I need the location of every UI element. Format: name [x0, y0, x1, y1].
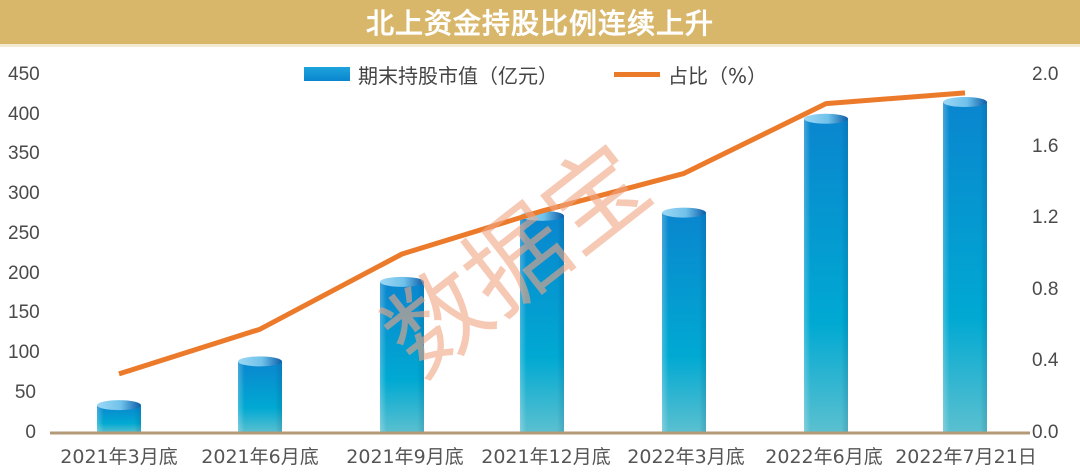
- bar-shade: [380, 281, 424, 433]
- x-tick: 2022年7月21日: [895, 446, 1037, 468]
- legend: 期末持股市值（亿元） 占比（%）: [304, 60, 767, 88]
- bar-shade: [943, 102, 987, 433]
- left-tick: 450: [8, 64, 40, 85]
- left-tick: 200: [8, 263, 40, 284]
- left-tick: 150: [8, 302, 40, 323]
- bar-cap: [97, 400, 141, 411]
- right-tick: 0.8: [1032, 279, 1059, 300]
- left-tick: 100: [8, 342, 40, 363]
- bar-cap: [804, 113, 848, 124]
- bar-cap: [380, 276, 424, 287]
- left-tick: 250: [8, 223, 40, 244]
- right-tick: 2.0: [1032, 64, 1059, 85]
- legend-line-label: 占比（%）: [668, 63, 768, 88]
- x-tick: 2021年6月底: [201, 446, 319, 468]
- legend-item-line: 占比（%）: [558, 60, 767, 89]
- x-tick: 2021年12月底: [481, 446, 611, 468]
- ratio-line: [118, 90, 966, 377]
- x-tick: 2022年3月底: [627, 446, 745, 468]
- x-tick: 2021年9月底: [346, 446, 464, 468]
- chart-title: 北上资金持股比例连续上升: [365, 7, 714, 40]
- watermark: 数据宝: [363, 122, 671, 399]
- x-tick: 2021年3月底: [60, 446, 178, 468]
- bar-shade: [662, 212, 706, 433]
- left-tick: 350: [8, 143, 40, 164]
- bar-shade: [804, 118, 848, 433]
- right-tick: 1.6: [1032, 136, 1059, 157]
- left-tick: 50: [14, 382, 36, 403]
- left-tick: 0: [25, 422, 36, 443]
- bar-cap: [662, 207, 706, 218]
- left-tick: 300: [8, 183, 40, 204]
- legend-bar-label: 期末持股市值（亿元）: [358, 63, 558, 88]
- bar-swatch-icon: [304, 67, 350, 81]
- right-tick: 0.4: [1032, 350, 1059, 371]
- right-tick: 1.2: [1032, 207, 1059, 228]
- right-tick: 0.0: [1032, 422, 1059, 443]
- bar-cap: [238, 356, 282, 367]
- bar-cap: [943, 97, 987, 108]
- bar-shade: [520, 215, 564, 433]
- left-tick: 400: [8, 104, 40, 125]
- bar-shade: [238, 361, 282, 433]
- legend-item-bar: 期末持股市值（亿元）: [304, 60, 558, 89]
- line-swatch-icon: [614, 71, 660, 77]
- title-bar: 北上资金持股比例连续上升: [0, 0, 1080, 47]
- x-tick: 2022年6月底: [765, 446, 883, 468]
- bar-series: [97, 97, 987, 433]
